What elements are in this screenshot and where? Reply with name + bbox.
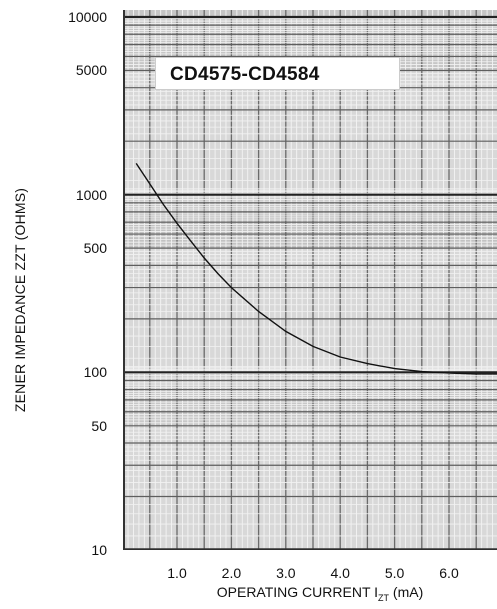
chart-title: CD4575-CD4584	[170, 64, 320, 85]
x-axis-label-sub: ZT	[378, 592, 390, 603]
x-tick-label: 4.0	[330, 565, 350, 581]
x-axis-label-unit: (mA)	[389, 584, 424, 600]
y-tick-label: 10000	[68, 9, 107, 25]
x-tick-label: 2.0	[221, 565, 242, 581]
plot-svg	[123, 10, 497, 550]
y-tick-label: 1000	[75, 186, 107, 203]
x-tick-label: 6.0	[439, 565, 459, 581]
x-axis-label-main: OPERATING CURRENT I	[216, 584, 379, 600]
x-axis-label: OPERATING CURRENT IZT (mA)	[217, 584, 424, 603]
y-tick-label: 500	[83, 240, 107, 257]
plot-area	[123, 10, 497, 550]
chart-title-box: CD4575-CD4584	[155, 57, 400, 90]
y-axis-label: ZENER IMPEDANCE ZZT (OHMS)	[12, 187, 28, 413]
x-tick-label: 3.0	[276, 565, 296, 581]
plot-background	[123, 10, 497, 550]
y-tick-label: 5000	[75, 62, 107, 79]
y-tick-label: 10	[91, 542, 107, 558]
y-tick-label: 50	[91, 417, 107, 434]
series-line	[135, 163, 497, 375]
x-tick-label: 1.0	[167, 565, 187, 581]
x-tick-label: 5.0	[384, 565, 405, 581]
y-tick-label: 100	[83, 364, 107, 381]
